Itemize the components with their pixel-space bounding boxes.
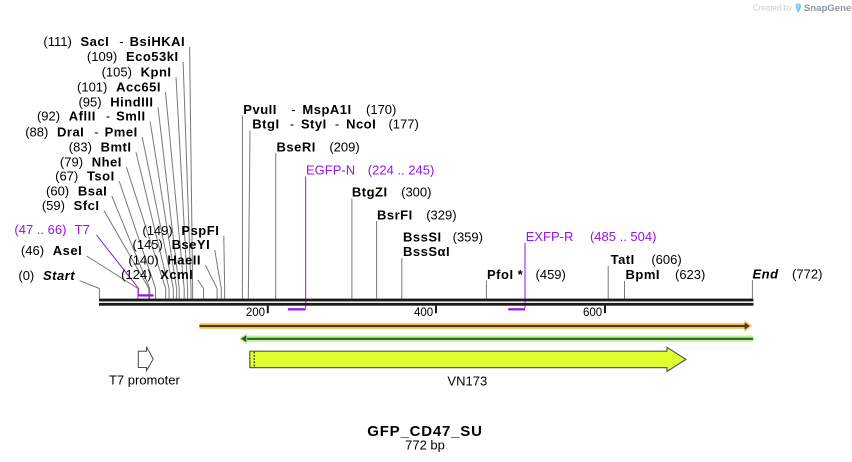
svg-text:DraI: DraI bbox=[57, 124, 84, 139]
svg-text:(67): (67) bbox=[55, 168, 78, 183]
svg-text:NcoI: NcoI bbox=[346, 117, 376, 132]
svg-text:PmeI: PmeI bbox=[105, 124, 138, 139]
svg-text:TsoI: TsoI bbox=[87, 168, 115, 183]
svg-text:BseRI: BseRI bbox=[277, 139, 316, 154]
svg-text:(101): (101) bbox=[77, 79, 107, 94]
svg-text:BsiHKAI: BsiHKAI bbox=[130, 34, 186, 49]
svg-text:(95): (95) bbox=[78, 94, 101, 109]
svg-text:SfcI: SfcI bbox=[74, 198, 100, 213]
svg-text:Created by: Created by bbox=[753, 3, 792, 12]
svg-text:TatI: TatI bbox=[611, 252, 635, 267]
svg-text:BsaI: BsaI bbox=[78, 183, 107, 198]
svg-text:SmlI: SmlI bbox=[116, 109, 145, 124]
svg-text:(623): (623) bbox=[675, 267, 705, 282]
svg-text:VN173: VN173 bbox=[447, 374, 487, 389]
svg-text:(111): (111) bbox=[43, 34, 71, 49]
svg-text:SacI: SacI bbox=[81, 34, 110, 49]
svg-text:T7: T7 bbox=[75, 222, 90, 237]
svg-text:-: - bbox=[291, 102, 295, 117]
svg-text:-: - bbox=[119, 34, 123, 49]
svg-text:PvuII: PvuII bbox=[243, 102, 277, 117]
svg-text:BssSI: BssSI bbox=[403, 230, 442, 245]
svg-text:HindIII: HindIII bbox=[110, 94, 153, 109]
svg-text:BmtI: BmtI bbox=[101, 139, 132, 154]
svg-text:XcmI: XcmI bbox=[160, 267, 193, 282]
svg-text:AseI: AseI bbox=[53, 243, 82, 258]
svg-text:(149): (149) bbox=[142, 223, 172, 238]
svg-text:-: - bbox=[290, 117, 294, 132]
svg-text:MspA1I: MspA1I bbox=[302, 102, 351, 117]
svg-text:-: - bbox=[94, 124, 98, 139]
svg-text:PspFI: PspFI bbox=[181, 223, 219, 238]
svg-text:-: - bbox=[106, 109, 110, 124]
svg-text:(170): (170) bbox=[366, 102, 396, 117]
svg-text:BseYI: BseYI bbox=[172, 237, 211, 252]
svg-text:BssSαI: BssSαI bbox=[403, 244, 450, 259]
svg-text:-: - bbox=[335, 117, 339, 132]
svg-text:(224 .. 245): (224 .. 245) bbox=[368, 163, 435, 178]
svg-text:HaeII: HaeII bbox=[167, 253, 201, 268]
svg-text:200: 200 bbox=[246, 307, 265, 319]
svg-text:(300): (300) bbox=[401, 185, 431, 200]
svg-text:EXFP-R: EXFP-R bbox=[526, 229, 574, 244]
svg-text:(83): (83) bbox=[69, 139, 92, 154]
svg-text:BtgI: BtgI bbox=[252, 117, 279, 132]
svg-text:T7 promoter: T7 promoter bbox=[109, 372, 180, 387]
svg-text:BtgZI: BtgZI bbox=[352, 185, 388, 200]
svg-text:400: 400 bbox=[414, 307, 433, 319]
svg-text:(109): (109) bbox=[87, 49, 117, 64]
svg-text:(606): (606) bbox=[651, 252, 681, 267]
svg-text:(124): (124) bbox=[121, 267, 151, 282]
svg-text:(46): (46) bbox=[21, 243, 44, 258]
svg-text:(459): (459) bbox=[536, 267, 566, 282]
svg-text:BpmI: BpmI bbox=[626, 267, 661, 282]
svg-text:KpnI: KpnI bbox=[141, 64, 172, 79]
svg-text:EGFP-N: EGFP-N bbox=[306, 163, 355, 178]
svg-text:Acc65I: Acc65I bbox=[116, 79, 161, 94]
svg-text:Start: Start bbox=[43, 268, 75, 283]
svg-text:NheI: NheI bbox=[92, 154, 122, 169]
svg-text:(92): (92) bbox=[37, 109, 60, 124]
svg-text:(359): (359) bbox=[453, 230, 483, 245]
svg-text:GFP_CD47_SU: GFP_CD47_SU bbox=[367, 423, 483, 440]
svg-text:(145): (145) bbox=[133, 237, 163, 252]
svg-text:(79): (79) bbox=[60, 154, 83, 169]
svg-text:(485 .. 504): (485 .. 504) bbox=[590, 229, 657, 244]
svg-text:Eco53kI: Eco53kI bbox=[126, 49, 179, 64]
svg-text:AflII: AflII bbox=[69, 109, 96, 124]
svg-text:(177): (177) bbox=[388, 117, 418, 132]
svg-text:(47 .. 66): (47 .. 66) bbox=[14, 222, 66, 237]
svg-text:(329): (329) bbox=[426, 207, 456, 222]
svg-text:(140): (140) bbox=[128, 253, 158, 268]
svg-text:End: End bbox=[753, 267, 780, 282]
svg-text:(0): (0) bbox=[18, 268, 34, 283]
svg-text:(209): (209) bbox=[329, 139, 359, 154]
svg-text:(88): (88) bbox=[25, 124, 48, 139]
svg-text:(60): (60) bbox=[46, 183, 69, 198]
svg-text:(105): (105) bbox=[102, 64, 132, 79]
svg-text:BsrFI: BsrFI bbox=[377, 207, 413, 222]
svg-text:(772): (772) bbox=[792, 267, 822, 282]
svg-text:StyI: StyI bbox=[301, 117, 327, 132]
svg-text:SnapGene: SnapGene bbox=[804, 3, 851, 14]
svg-text:772 bp: 772 bp bbox=[405, 438, 445, 453]
svg-text:(59): (59) bbox=[42, 198, 65, 213]
svg-text:PfoI *: PfoI * bbox=[487, 267, 524, 282]
svg-text:600: 600 bbox=[583, 307, 602, 319]
